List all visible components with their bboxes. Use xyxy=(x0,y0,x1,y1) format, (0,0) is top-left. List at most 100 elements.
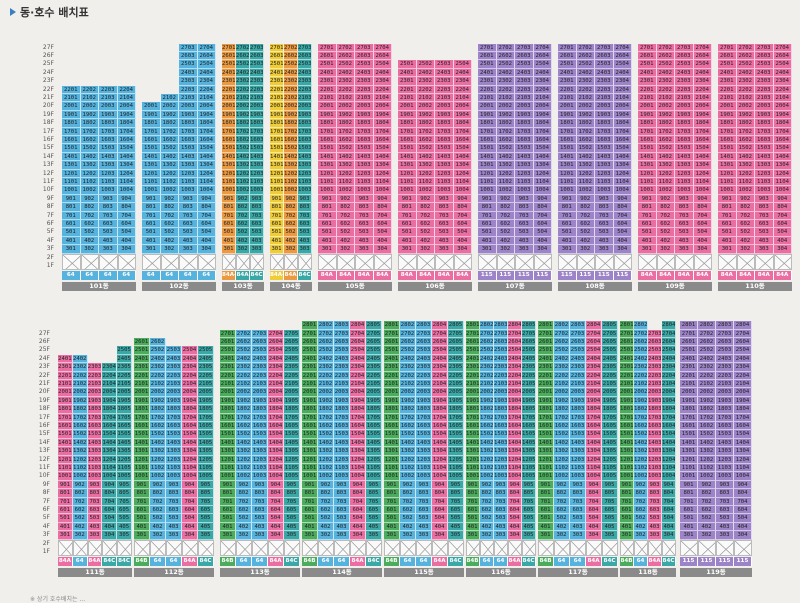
unit-cell[interactable]: 1602 xyxy=(496,136,515,145)
unit-cell[interactable]: 2603 xyxy=(355,52,374,61)
unit-cell[interactable]: 1002 xyxy=(284,186,298,195)
unit-cell[interactable]: 603 xyxy=(252,506,268,515)
unit-cell[interactable]: 1101 xyxy=(134,464,150,473)
unit-cell[interactable]: 1603 xyxy=(166,422,182,431)
unit-cell[interactable]: 2402 xyxy=(318,354,334,364)
unit-cell[interactable]: 1901 xyxy=(680,396,698,406)
unit-cell[interactable]: 1204 xyxy=(182,455,198,464)
unit-cell[interactable]: 2304 xyxy=(102,363,118,372)
unit-cell[interactable]: 303 xyxy=(595,245,614,254)
unit-cell[interactable]: 2501 xyxy=(220,346,236,355)
unit-cell[interactable]: 2503 xyxy=(494,346,508,355)
unit-cell[interactable]: 2303 xyxy=(416,363,432,372)
unit-cell[interactable]: 1603 xyxy=(99,136,118,145)
unit-cell[interactable]: 1503 xyxy=(675,144,694,153)
unit-cell[interactable]: 2201 xyxy=(58,371,73,380)
unit-cell[interactable]: 1003 xyxy=(515,186,534,195)
unit-cell[interactable]: 2601 xyxy=(302,338,318,347)
unit-cell[interactable]: 1902 xyxy=(496,110,515,120)
unit-cell[interactable]: 1404 xyxy=(508,438,522,448)
unit-cell[interactable]: 1302 xyxy=(284,161,298,170)
unit-cell[interactable]: 702 xyxy=(554,497,570,506)
unit-cell[interactable]: 2705 xyxy=(522,329,536,338)
unit-cell[interactable]: 1501 xyxy=(478,144,497,153)
unit-cell[interactable]: 1601 xyxy=(638,136,657,145)
unit-cell[interactable]: 1004 xyxy=(734,472,752,481)
unit-cell[interactable]: 1504 xyxy=(734,430,752,439)
unit-cell[interactable]: 403 xyxy=(595,236,614,246)
unit-cell[interactable]: 1705 xyxy=(198,413,214,422)
unit-cell[interactable]: 1804 xyxy=(508,405,522,414)
unit-cell[interactable]: 303 xyxy=(166,531,182,540)
unit-cell[interactable]: 2002 xyxy=(400,388,416,397)
unit-cell[interactable]: 2202 xyxy=(284,85,298,94)
unit-cell[interactable]: 1001 xyxy=(222,186,236,195)
unit-cell[interactable]: 2104 xyxy=(508,380,522,389)
unit-cell[interactable]: 2102 xyxy=(554,380,570,389)
unit-cell[interactable]: 2202 xyxy=(416,85,435,94)
unit-cell[interactable]: 2603 xyxy=(416,338,432,347)
unit-cell[interactable]: 1705 xyxy=(448,413,464,422)
unit-cell[interactable]: 402 xyxy=(80,236,99,246)
unit-cell[interactable]: 2201 xyxy=(318,85,337,94)
unit-cell[interactable]: 2503 xyxy=(334,346,350,355)
unit-cell[interactable]: 1401 xyxy=(680,438,698,448)
unit-cell[interactable]: 1802 xyxy=(656,119,675,128)
unit-cell[interactable]: 805 xyxy=(198,489,214,498)
unit-cell[interactable]: 1602 xyxy=(284,136,298,145)
unit-cell[interactable]: 1003 xyxy=(179,186,198,195)
unit-cell[interactable]: 1501 xyxy=(718,144,737,153)
unit-cell[interactable]: 1601 xyxy=(220,422,236,431)
unit-cell[interactable]: 1201 xyxy=(318,169,337,178)
unit-cell[interactable]: 2401 xyxy=(134,354,150,364)
unit-cell[interactable]: 1003 xyxy=(648,472,662,481)
unit-cell[interactable]: 305 xyxy=(448,531,464,540)
unit-cell[interactable]: 405 xyxy=(602,522,618,532)
unit-cell[interactable]: 1502 xyxy=(236,144,250,153)
unit-cell[interactable]: 2301 xyxy=(466,363,480,372)
unit-cell[interactable]: 1803 xyxy=(435,119,454,128)
unit-cell[interactable]: 2202 xyxy=(554,371,570,380)
unit-cell[interactable]: 601 xyxy=(558,220,577,229)
unit-cell[interactable]: 1901 xyxy=(222,110,236,120)
unit-cell[interactable]: 1103 xyxy=(675,178,694,187)
unit-cell[interactable]: 302 xyxy=(480,531,494,540)
unit-cell[interactable]: 801 xyxy=(384,489,400,498)
unit-cell[interactable]: 501 xyxy=(680,514,698,523)
unit-cell[interactable]: 904 xyxy=(613,194,632,204)
unit-cell[interactable]: 1403 xyxy=(99,152,118,162)
unit-cell[interactable]: 2803 xyxy=(416,321,432,330)
unit-cell[interactable]: 2603 xyxy=(179,52,198,61)
unit-cell[interactable]: 403 xyxy=(87,522,103,532)
unit-cell[interactable]: 305 xyxy=(366,531,382,540)
unit-cell[interactable]: 401 xyxy=(62,236,81,246)
unit-cell[interactable]: 2004 xyxy=(268,388,284,397)
unit-cell[interactable]: 2402 xyxy=(236,68,250,78)
unit-cell[interactable]: 1004 xyxy=(182,472,198,481)
unit-cell[interactable]: 701 xyxy=(220,497,236,506)
unit-cell[interactable]: 401 xyxy=(478,236,497,246)
unit-cell[interactable]: 2703 xyxy=(570,329,586,338)
unit-cell[interactable]: 2104 xyxy=(182,380,198,389)
unit-cell[interactable]: 402 xyxy=(160,236,179,246)
unit-cell[interactable]: 701 xyxy=(638,211,657,220)
unit-cell[interactable]: 702 xyxy=(400,497,416,506)
unit-cell[interactable]: 1103 xyxy=(435,178,454,187)
unit-cell[interactable]: 1202 xyxy=(576,169,595,178)
unit-cell[interactable]: 1303 xyxy=(355,161,374,170)
unit-cell[interactable]: 702 xyxy=(634,497,648,506)
unit-cell[interactable]: 2105 xyxy=(448,380,464,389)
unit-cell[interactable]: 2002 xyxy=(496,102,515,111)
unit-cell[interactable]: 1701 xyxy=(220,413,236,422)
unit-cell[interactable]: 2204 xyxy=(734,371,752,380)
unit-cell[interactable]: 2202 xyxy=(656,85,675,94)
unit-cell[interactable]: 1401 xyxy=(220,438,236,448)
unit-cell[interactable]: 2502 xyxy=(496,60,515,69)
unit-cell[interactable]: 705 xyxy=(198,497,214,506)
unit-cell[interactable]: 303 xyxy=(515,245,534,254)
unit-cell[interactable]: 1405 xyxy=(366,438,382,448)
unit-cell[interactable]: 703 xyxy=(179,211,198,220)
unit-cell[interactable]: 2603 xyxy=(515,52,534,61)
unit-cell[interactable]: 1002 xyxy=(634,472,648,481)
unit-cell[interactable]: 804 xyxy=(693,203,712,212)
